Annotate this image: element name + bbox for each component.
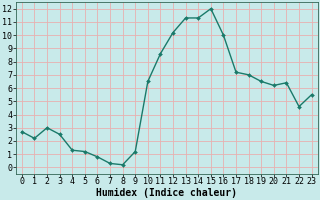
X-axis label: Humidex (Indice chaleur): Humidex (Indice chaleur) bbox=[96, 188, 237, 198]
